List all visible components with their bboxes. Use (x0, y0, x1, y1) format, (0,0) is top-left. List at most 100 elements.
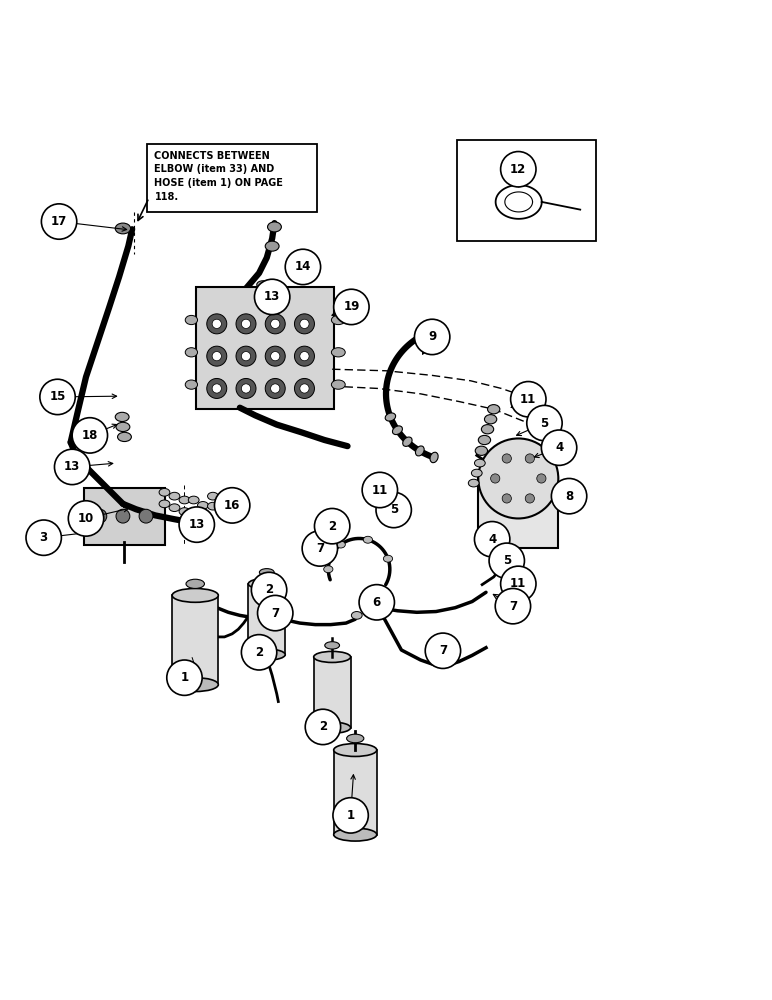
Circle shape (294, 378, 314, 398)
Ellipse shape (185, 315, 198, 325)
Text: 6: 6 (373, 596, 381, 609)
Bar (334, 750, 377, 835)
Circle shape (42, 204, 76, 239)
Circle shape (271, 319, 279, 328)
Circle shape (300, 352, 309, 361)
Text: 4: 4 (488, 533, 496, 546)
Circle shape (551, 478, 587, 514)
Circle shape (207, 314, 227, 334)
Ellipse shape (364, 536, 373, 543)
Circle shape (333, 798, 368, 833)
Ellipse shape (325, 642, 340, 649)
Circle shape (258, 595, 293, 631)
Ellipse shape (179, 508, 190, 515)
Ellipse shape (331, 380, 345, 389)
Circle shape (294, 346, 314, 366)
Ellipse shape (313, 651, 350, 662)
Circle shape (139, 509, 153, 523)
Circle shape (314, 508, 350, 544)
Ellipse shape (485, 415, 496, 424)
Ellipse shape (415, 446, 424, 456)
Ellipse shape (479, 435, 491, 445)
Ellipse shape (116, 422, 130, 432)
Ellipse shape (336, 541, 345, 548)
Circle shape (93, 509, 107, 523)
Circle shape (359, 585, 394, 620)
Ellipse shape (313, 722, 350, 733)
Circle shape (179, 507, 215, 542)
Text: 7: 7 (271, 607, 279, 620)
Circle shape (510, 382, 546, 417)
Text: 3: 3 (39, 531, 48, 544)
Ellipse shape (351, 612, 362, 619)
Circle shape (212, 319, 222, 328)
Text: 5: 5 (540, 417, 549, 430)
Text: 12: 12 (510, 163, 527, 176)
Ellipse shape (117, 432, 131, 442)
Circle shape (72, 418, 107, 453)
Circle shape (500, 566, 536, 602)
Text: 2: 2 (319, 720, 327, 733)
Circle shape (362, 472, 398, 508)
FancyBboxPatch shape (457, 140, 596, 241)
Ellipse shape (392, 426, 402, 435)
Circle shape (271, 384, 279, 393)
Ellipse shape (469, 479, 479, 487)
Circle shape (294, 314, 314, 334)
Ellipse shape (384, 555, 393, 562)
Circle shape (489, 543, 524, 578)
Ellipse shape (249, 578, 285, 589)
Ellipse shape (334, 744, 377, 756)
Circle shape (215, 488, 250, 523)
Circle shape (541, 430, 577, 465)
Circle shape (116, 509, 130, 523)
Text: 10: 10 (78, 512, 94, 525)
Ellipse shape (268, 222, 281, 232)
Bar (249, 584, 285, 655)
Text: 17: 17 (51, 215, 67, 228)
Circle shape (252, 572, 286, 608)
Text: 5: 5 (503, 554, 511, 567)
Ellipse shape (259, 569, 274, 576)
Circle shape (502, 454, 511, 463)
Text: 11: 11 (372, 484, 388, 497)
Ellipse shape (185, 380, 198, 389)
Text: 1: 1 (181, 671, 188, 684)
Text: 5: 5 (390, 503, 398, 516)
Ellipse shape (476, 446, 488, 455)
Ellipse shape (482, 425, 493, 434)
Text: 13: 13 (264, 290, 280, 303)
Circle shape (236, 314, 256, 334)
Circle shape (425, 633, 461, 668)
Text: 7: 7 (509, 600, 517, 613)
Circle shape (271, 352, 279, 361)
Circle shape (525, 454, 534, 463)
Circle shape (334, 289, 369, 325)
Text: 16: 16 (224, 499, 240, 512)
Text: CONNECTS BETWEEN
ELBOW (item 33) AND
HOSE (item 1) ON PAGE
118.: CONNECTS BETWEEN ELBOW (item 33) AND HOS… (154, 151, 283, 202)
Circle shape (212, 352, 222, 361)
Bar (479, 478, 558, 548)
Ellipse shape (249, 649, 285, 660)
Text: 7: 7 (316, 542, 324, 555)
Ellipse shape (159, 500, 170, 508)
Ellipse shape (257, 290, 269, 298)
Ellipse shape (430, 452, 438, 463)
Ellipse shape (186, 579, 205, 588)
Circle shape (376, 492, 411, 528)
Ellipse shape (185, 348, 198, 357)
Circle shape (68, 501, 103, 536)
Ellipse shape (334, 828, 377, 841)
Circle shape (285, 249, 320, 285)
Ellipse shape (331, 315, 345, 325)
Circle shape (242, 319, 251, 328)
Circle shape (415, 319, 450, 355)
Circle shape (266, 314, 285, 334)
Ellipse shape (385, 413, 395, 421)
Ellipse shape (475, 459, 486, 467)
Ellipse shape (169, 492, 180, 500)
Circle shape (537, 474, 546, 483)
Circle shape (255, 279, 290, 315)
Ellipse shape (373, 604, 384, 612)
Circle shape (475, 522, 510, 557)
